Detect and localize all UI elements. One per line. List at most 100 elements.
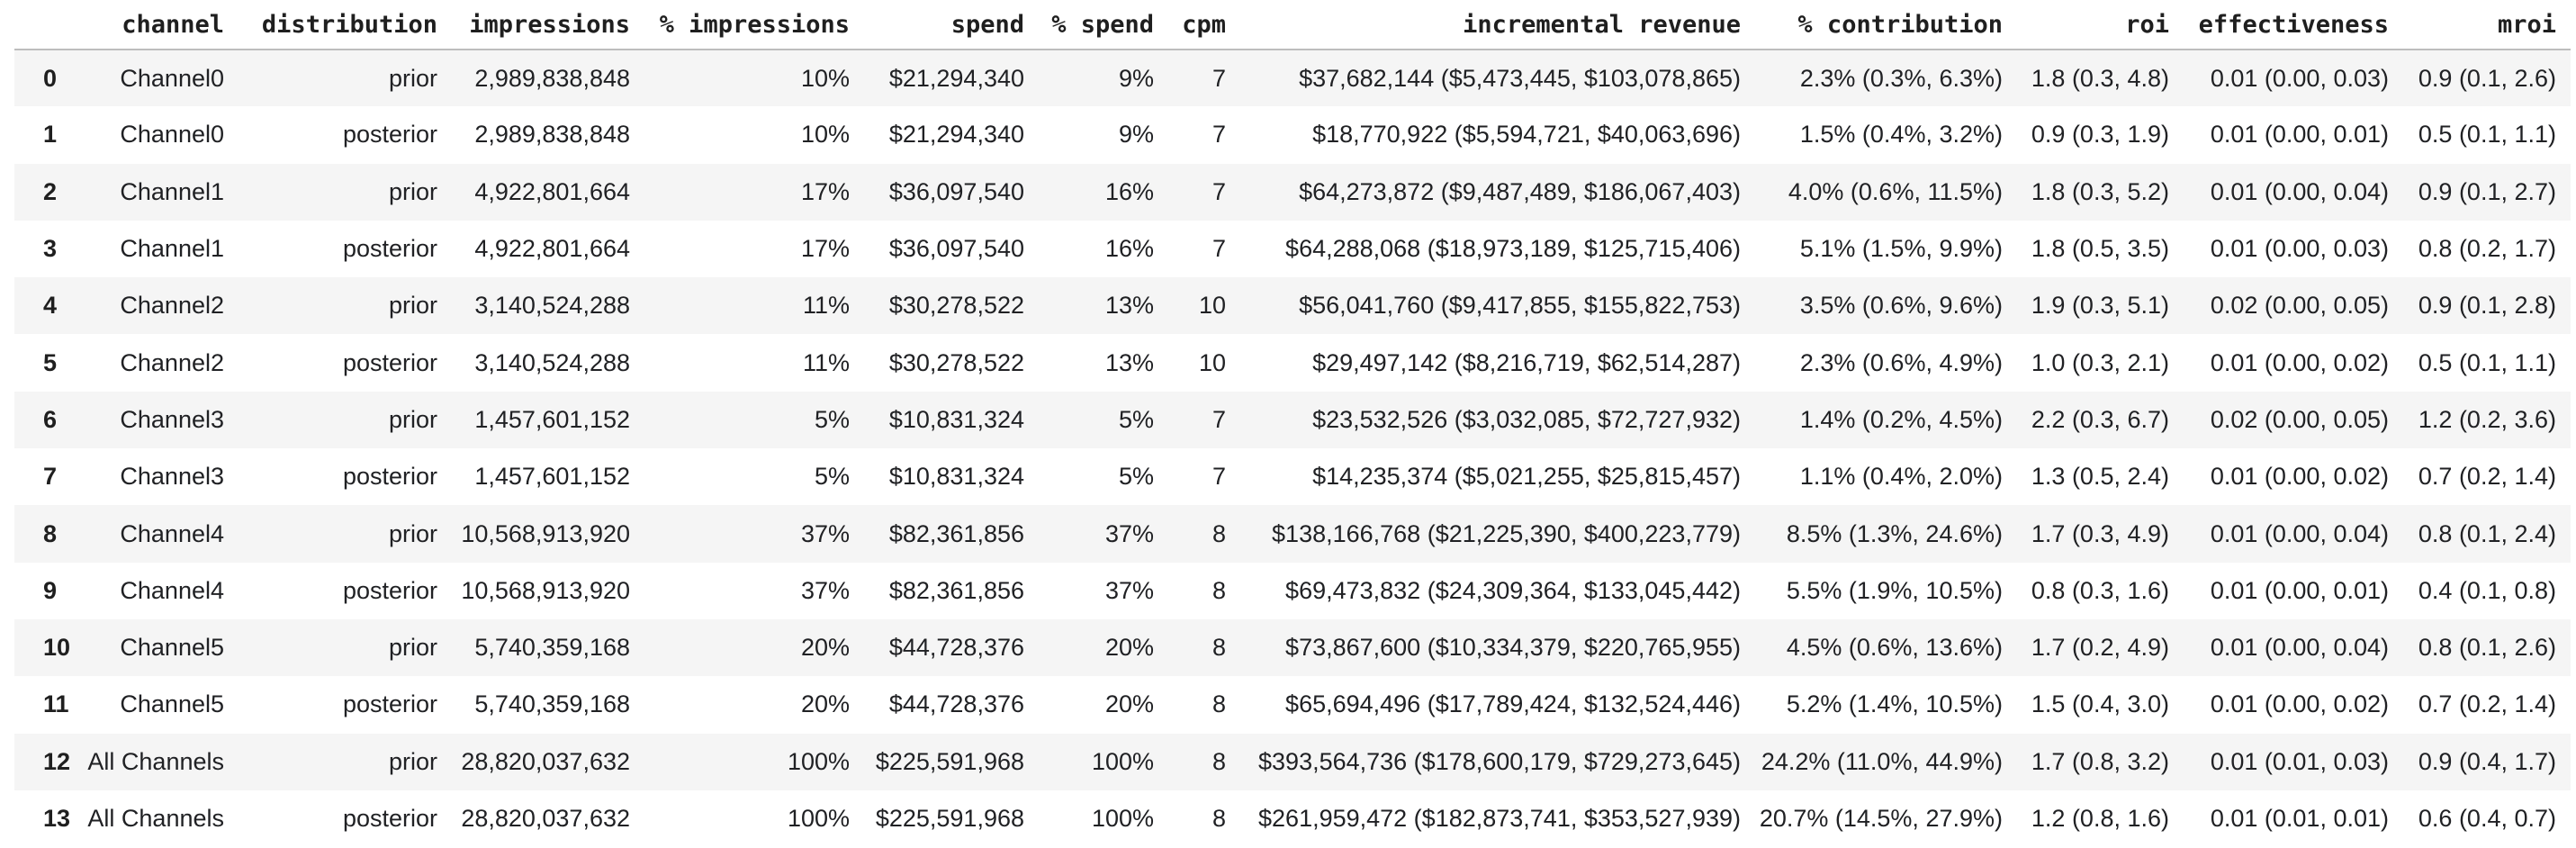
cell-pct-contribution: 1.5% (0.4%, 3.2%) [1799, 121, 2003, 149]
cell-pct-contribution: 4.5% (0.6%, 13.6%) [1786, 634, 2003, 662]
row-index: 6 [43, 405, 58, 433]
cell-spend: $82,361,856 [888, 576, 1024, 604]
cell-spend: $36,097,540 [888, 177, 1024, 205]
header-row: channel distribution impressions% impressi… [14, 0, 2571, 50]
cell-mroi: 0.9 (0.4, 1.7) [2418, 747, 2556, 775]
cell-distribution: posterior [342, 690, 437, 718]
table-body: 0 Channel0 prior 2,989,838,848 10% $21,294,34… [14, 50, 2571, 847]
cell-pct-contribution: 5.2% (1.4%, 10.5%) [1786, 690, 2003, 718]
cell-pct-contribution: 24.2% (11.0%, 44.9%) [1761, 747, 2003, 775]
cell-distribution: posterior [342, 121, 437, 149]
cell-cpm: 8 [1211, 519, 1226, 547]
cell-channel: Channel4 [120, 519, 224, 547]
cell-impressions: 1,457,601,152 [474, 463, 630, 491]
cell-cpm: 8 [1211, 747, 1226, 775]
cell-roi: 1.2 (0.8, 1.6) [2031, 805, 2169, 832]
cell-pct-impressions: 5% [814, 405, 850, 433]
cell-mroi: 0.4 (0.1, 0.8) [2418, 576, 2556, 604]
cell-incremental-revenue: $56,041,760 ($9,417,855, $155,822,753) [1299, 292, 1741, 320]
row-index: 0 [43, 64, 58, 92]
col-header-distribution: distribution [224, 0, 437, 50]
cell-incremental-revenue: $64,273,872 ($9,487,489, $186,067,403) [1299, 177, 1741, 205]
cell-pct-contribution: 5.1% (1.5%, 9.9%) [1799, 235, 2003, 263]
cell-spend: $10,831,324 [888, 405, 1024, 433]
cell-channel: Channel2 [120, 348, 224, 376]
cell-cpm: 7 [1211, 235, 1226, 263]
cell-channel: Channel1 [120, 235, 224, 263]
cell-pct-impressions: 17% [800, 177, 850, 205]
cell-spend: $21,294,340 [888, 121, 1024, 149]
row-index: 9 [43, 576, 58, 604]
cell-pct-spend: 100% [1091, 747, 1154, 775]
cell-pct-impressions: 100% [787, 747, 850, 775]
cell-spend: $10,831,324 [888, 463, 1024, 491]
cell-effectiveness: 0.01 (0.00, 0.04) [2210, 634, 2389, 662]
cell-distribution: prior [388, 177, 437, 205]
cell-impressions: 28,820,037,632 [461, 805, 630, 832]
cell-pct-contribution: 5.5% (1.9%, 10.5%) [1786, 576, 2003, 604]
cell-roi: 2.2 (0.3, 6.7) [2031, 405, 2169, 433]
cell-roi: 1.0 (0.3, 2.1) [2031, 348, 2169, 376]
cell-cpm: 10 [1198, 348, 1226, 376]
table-row: 8 Channel4 prior 10,568,913,920 37% $82,361,8… [14, 505, 2571, 563]
cell-pct-contribution: 2.3% (0.6%, 4.9%) [1799, 348, 2003, 376]
cell-pct-spend: 5% [1118, 405, 1154, 433]
cell-incremental-revenue: $14,235,374 ($5,021,255, $25,815,457) [1312, 463, 1741, 491]
cell-incremental-revenue: $393,564,736 ($178,600,179, $729,273,645… [1258, 747, 1741, 775]
cell-mroi: 0.8 (0.1, 2.4) [2418, 519, 2556, 547]
cell-roi: 1.8 (0.3, 4.8) [2031, 64, 2169, 92]
cell-effectiveness: 0.02 (0.00, 0.05) [2210, 292, 2389, 320]
col-header-mroi: mroi [2389, 0, 2571, 50]
cell-distribution: prior [388, 634, 437, 662]
cell-cpm: 7 [1211, 405, 1226, 433]
cell-incremental-revenue: $69,473,832 ($24,309,364, $133,045,442) [1285, 576, 1741, 604]
cell-incremental-revenue: $65,694,496 ($17,789,424, $132,524,446) [1285, 690, 1741, 718]
cell-distribution: posterior [342, 576, 437, 604]
table-row: 0 Channel0 prior 2,989,838,848 10% $21,294,34… [14, 50, 2571, 107]
cell-pct-spend: 13% [1104, 348, 1154, 376]
cell-cpm: 7 [1211, 177, 1226, 205]
col-header-impressions: impressions [437, 0, 630, 50]
cell-spend: $44,728,376 [888, 634, 1024, 662]
cell-roi: 0.8 (0.3, 1.6) [2031, 576, 2169, 604]
cell-pct-impressions: 11% [802, 292, 850, 320]
cell-effectiveness: 0.01 (0.00, 0.01) [2210, 576, 2389, 604]
cell-roi: 1.3 (0.5, 2.4) [2031, 463, 2169, 491]
cell-channel: All Channels [87, 805, 224, 832]
cell-effectiveness: 0.01 (0.01, 0.03) [2210, 747, 2389, 775]
cell-mroi: 0.9 (0.1, 2.6) [2418, 64, 2556, 92]
cell-cpm: 8 [1211, 634, 1226, 662]
cell-pct-spend: 20% [1104, 634, 1154, 662]
cell-cpm: 10 [1198, 292, 1226, 320]
cell-incremental-revenue: $64,288,068 ($18,973,189, $125,715,406) [1285, 235, 1741, 263]
cell-roi: 1.5 (0.4, 3.0) [2031, 690, 2169, 718]
cell-effectiveness: 0.02 (0.00, 0.05) [2210, 405, 2389, 433]
col-header-pct-contribution: % contribution [1741, 0, 2003, 50]
cell-impressions: 5,740,359,168 [474, 634, 630, 662]
summary-table: channel distribution impressions% impressi… [14, 0, 2571, 847]
cell-effectiveness: 0.01 (0.00, 0.01) [2210, 121, 2389, 149]
cell-spend: $44,728,376 [888, 690, 1024, 718]
cell-distribution: prior [388, 405, 437, 433]
table-row: 6 Channel3 prior 1,457,601,152 5% $10,831,324… [14, 391, 2571, 449]
table-row: 4 Channel2 prior 3,140,524,288 11% $30,278,52… [14, 277, 2571, 335]
col-header-effectiveness: effectiveness [2169, 0, 2389, 50]
cell-pct-spend: 9% [1118, 121, 1154, 149]
cell-impressions: 2,989,838,848 [474, 64, 630, 92]
cell-effectiveness: 0.01 (0.00, 0.02) [2210, 348, 2389, 376]
row-index: 8 [43, 519, 58, 547]
cell-channel: Channel3 [120, 405, 224, 433]
cell-pct-spend: 20% [1104, 690, 1154, 718]
cell-pct-contribution: 2.3% (0.3%, 6.3%) [1799, 64, 2003, 92]
cell-cpm: 7 [1211, 121, 1226, 149]
cell-pct-spend: 5% [1118, 463, 1154, 491]
cell-pct-spend: 16% [1104, 177, 1154, 205]
cell-mroi: 0.8 (0.2, 1.7) [2418, 235, 2556, 263]
cell-distribution: prior [388, 747, 437, 775]
cell-incremental-revenue: $37,682,144 ($5,473,445, $103,078,865) [1299, 64, 1741, 92]
cell-roi: 1.8 (0.3, 5.2) [2031, 177, 2169, 205]
cell-mroi: 0.9 (0.1, 2.7) [2418, 177, 2556, 205]
col-header-cpm: cpm [1154, 0, 1226, 50]
cell-channel: Channel0 [120, 121, 224, 149]
cell-effectiveness: 0.01 (0.00, 0.03) [2210, 235, 2389, 263]
